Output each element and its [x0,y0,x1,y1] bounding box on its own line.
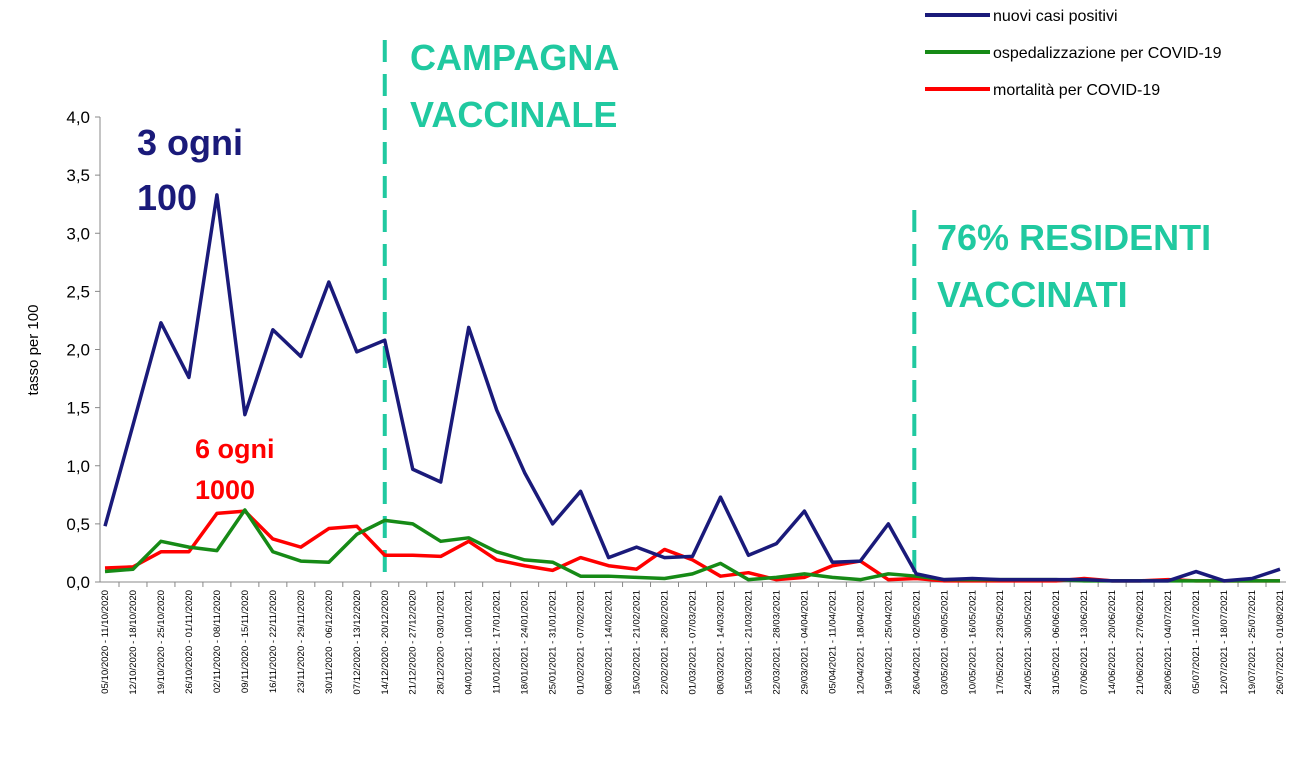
x-tick-label: 12/04/2021 - 18/04/2021 [855,590,866,695]
x-tick-label: 03/05/2021 - 09/05/2021 [939,590,950,695]
x-tick-label: 11/01/2021 - 17/01/2021 [492,590,503,694]
x-tick-label: 08/03/2021 - 14/03/2021 [715,590,726,695]
x-tick-label: 12/07/2021 - 18/07/2021 [1219,590,1230,695]
series-line [103,193,1281,583]
x-tick-label: 26/04/2021 - 02/05/2021 [911,590,922,695]
x-tick-label: 25/01/2021 - 31/01/2021 [548,590,559,695]
y-tick-label: 1,0 [66,457,90,476]
reference-label: 76% RESIDENTI [937,217,1211,258]
annotation: 6 ogni [195,434,275,464]
y-tick-label: 2,5 [66,282,90,301]
x-tick-label: 10/05/2021 - 16/05/2021 [967,590,978,695]
x-tick-label: 15/03/2021 - 21/03/2021 [743,590,754,695]
x-tick-label: 01/03/2021 - 07/03/2021 [688,590,699,695]
legend-label: ospedalizzazione per COVID-19 [993,45,1222,62]
x-tick-label: 12/10/2020 - 18/10/2020 [128,590,139,695]
x-tick-label: 31/05/2021 - 06/06/2021 [1051,590,1062,695]
annotation: 100 [137,177,197,218]
x-tick-label: 14/06/2021 - 20/06/2021 [1107,590,1118,695]
x-tick-label: 30/11/2020 - 06/12/2020 [324,590,335,694]
x-tick-label: 22/03/2021 - 28/03/2021 [771,590,782,695]
x-tick-label: 02/11/2020 - 08/11/2020 [212,590,223,693]
series-line [104,509,1280,583]
x-tick-label: 07/06/2021 - 13/06/2021 [1079,590,1090,695]
x-tick-label: 17/05/2021 - 23/05/2021 [995,590,1006,695]
reference-label: VACCINATI [937,274,1128,315]
x-tick-label: 24/05/2021 - 30/05/2021 [1023,590,1034,695]
y-tick-label: 3,5 [66,166,90,185]
x-tick-label: 22/02/2021 - 28/02/2021 [660,590,671,695]
annotation: 3 ogni [137,122,243,163]
x-tick-label: 05/10/2020 - 11/10/2020 [100,590,111,694]
x-tick-label: 19/10/2020 - 25/10/2020 [156,590,167,695]
x-tick-label: 26/07/2021 - 01/08/2021 [1275,590,1286,695]
x-tick-label: 21/06/2021 - 27/06/2021 [1135,590,1146,695]
y-tick-label: 0,0 [66,573,90,592]
x-tick-label: 14/12/2020 - 20/12/2020 [380,590,391,695]
x-tick-label: 26/10/2020 - 01/11/2020 [184,590,195,694]
x-tick-label: 16/11/2020 - 22/11/2020 [268,590,279,693]
y-tick-label: 1,5 [66,399,90,418]
reference-label: VACCINALE [410,94,617,135]
y-tick-label: 2,0 [66,341,90,360]
x-tick-label: 05/04/2021 - 11/04/2021 [827,590,838,694]
x-tick-label: 23/11/2020 - 29/11/2020 [296,590,307,693]
x-tick-label: 29/03/2021 - 04/04/2021 [799,590,810,695]
x-tick-label: 28/06/2021 - 04/07/2021 [1163,590,1174,695]
y-tick-label: 4,0 [66,108,90,127]
x-tick-label: 07/12/2020 - 13/12/2020 [352,590,363,695]
y-tick-label: 3,0 [66,224,90,243]
reference-label: CAMPAGNA [410,37,619,78]
x-tick-label: 04/01/2021 - 10/01/2021 [464,590,475,695]
x-tick-label: 01/02/2021 - 07/02/2021 [576,590,587,695]
x-tick-label: 28/12/2020 - 03/01/2021 [436,590,447,695]
annotation: 1000 [195,475,255,505]
x-tick-label: 08/02/2021 - 14/02/2021 [604,590,615,695]
y-axis-label: tasso per 100 [25,305,42,396]
series-line [104,508,1280,583]
legend-label: mortalità per COVID-19 [993,82,1160,99]
legend-label: nuovi casi positivi [993,8,1118,25]
x-tick-label: 15/02/2021 - 21/02/2021 [632,590,643,695]
y-tick-label: 0,5 [66,515,90,534]
x-tick-label: 18/01/2021 - 24/01/2021 [520,590,531,695]
x-tick-label: 05/07/2021 - 11/07/2021 [1191,590,1202,694]
x-tick-label: 19/04/2021 - 25/04/2021 [883,590,894,695]
x-tick-label: 21/12/2020 - 27/12/2020 [408,590,419,695]
x-tick-label: 09/11/2020 - 15/11/2020 [240,590,251,693]
x-tick-label: 19/07/2021 - 25/07/2021 [1247,590,1258,695]
